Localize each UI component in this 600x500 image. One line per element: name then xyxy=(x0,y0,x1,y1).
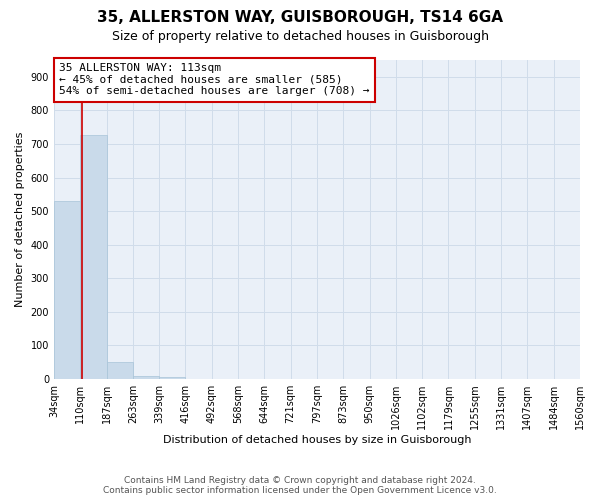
Bar xyxy=(80,134,107,379)
Text: 35, ALLERSTON WAY, GUISBOROUGH, TS14 6GA: 35, ALLERSTON WAY, GUISBOROUGH, TS14 6GA xyxy=(97,10,503,25)
Text: 35 ALLERSTON WAY: 113sqm
← 45% of detached houses are smaller (585)
54% of semi-: 35 ALLERSTON WAY: 113sqm ← 45% of detach… xyxy=(59,63,370,96)
Bar xyxy=(133,376,159,379)
Y-axis label: Number of detached properties: Number of detached properties xyxy=(15,132,25,307)
Text: Size of property relative to detached houses in Guisborough: Size of property relative to detached ho… xyxy=(112,30,488,43)
Bar xyxy=(159,376,185,379)
Bar xyxy=(107,362,133,379)
Bar xyxy=(54,202,80,379)
Text: Contains HM Land Registry data © Crown copyright and database right 2024.
Contai: Contains HM Land Registry data © Crown c… xyxy=(103,476,497,495)
X-axis label: Distribution of detached houses by size in Guisborough: Distribution of detached houses by size … xyxy=(163,435,471,445)
